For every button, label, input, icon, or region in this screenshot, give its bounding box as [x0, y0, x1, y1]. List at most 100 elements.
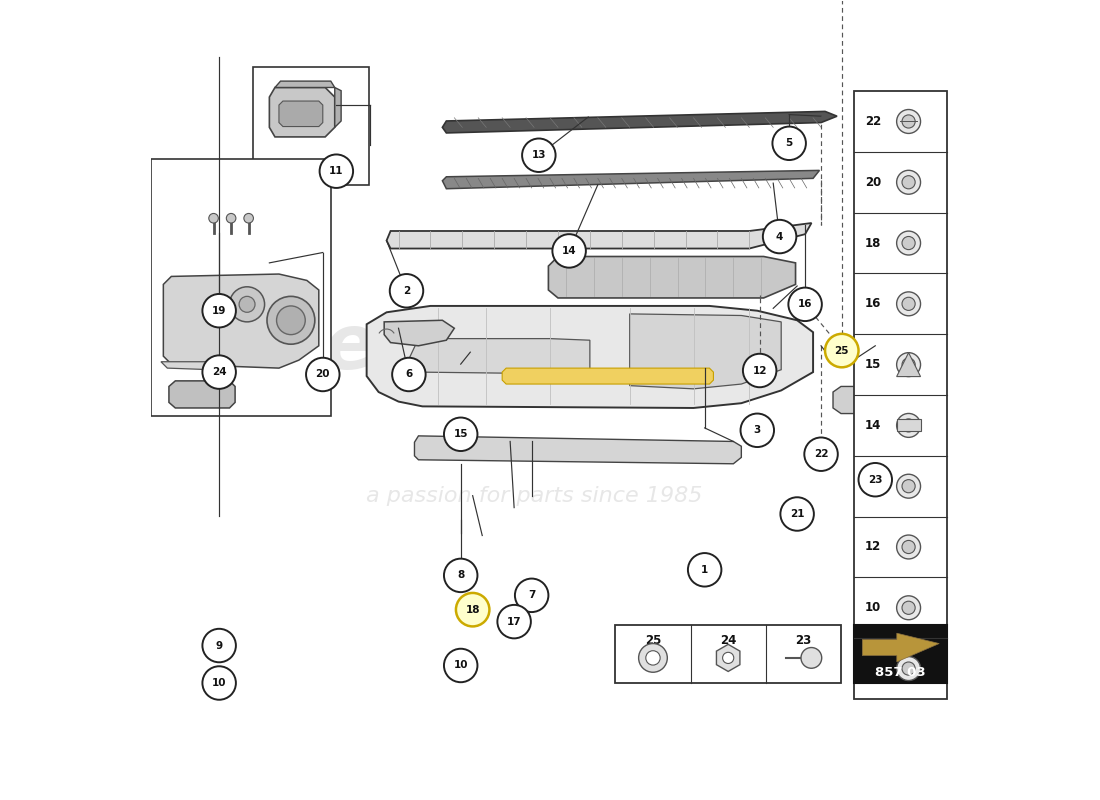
Circle shape — [902, 662, 915, 675]
Circle shape — [902, 480, 915, 493]
Circle shape — [392, 358, 426, 391]
Circle shape — [896, 535, 921, 559]
Polygon shape — [169, 381, 235, 408]
Circle shape — [455, 593, 490, 626]
Circle shape — [902, 237, 915, 250]
Polygon shape — [629, 314, 781, 389]
Circle shape — [244, 214, 253, 223]
Polygon shape — [862, 633, 939, 662]
Circle shape — [306, 358, 340, 391]
Text: 25: 25 — [835, 346, 849, 355]
FancyBboxPatch shape — [152, 159, 331, 416]
Polygon shape — [386, 223, 812, 249]
Circle shape — [202, 355, 235, 389]
Circle shape — [763, 220, 796, 254]
Polygon shape — [161, 362, 211, 370]
Polygon shape — [334, 87, 341, 127]
Text: 10: 10 — [865, 602, 881, 614]
Circle shape — [804, 438, 838, 471]
Text: 16: 16 — [865, 298, 881, 310]
Text: 12: 12 — [865, 541, 881, 554]
Text: 20: 20 — [865, 176, 881, 189]
Polygon shape — [407, 338, 590, 374]
Text: 8: 8 — [458, 570, 464, 580]
Polygon shape — [442, 170, 820, 189]
Text: 22: 22 — [814, 450, 828, 459]
Circle shape — [389, 274, 424, 307]
Text: 23: 23 — [795, 634, 812, 647]
Circle shape — [515, 578, 549, 612]
Circle shape — [444, 558, 477, 592]
Polygon shape — [366, 306, 813, 408]
Text: 3: 3 — [754, 426, 761, 435]
Circle shape — [522, 138, 556, 172]
Circle shape — [896, 170, 921, 194]
Text: 24: 24 — [720, 634, 736, 647]
Circle shape — [740, 414, 774, 447]
Text: 1: 1 — [701, 565, 708, 575]
Circle shape — [896, 231, 921, 255]
Circle shape — [896, 292, 921, 316]
Circle shape — [825, 334, 858, 367]
Circle shape — [227, 214, 235, 223]
Text: 20: 20 — [316, 370, 330, 379]
Text: 13: 13 — [531, 150, 546, 160]
Text: 2: 2 — [403, 286, 410, 296]
Polygon shape — [896, 353, 921, 377]
Circle shape — [202, 294, 235, 327]
Text: 7: 7 — [528, 590, 536, 600]
Circle shape — [902, 419, 915, 432]
Circle shape — [267, 296, 315, 344]
Circle shape — [276, 306, 306, 334]
Text: 19: 19 — [212, 306, 227, 316]
Polygon shape — [716, 644, 740, 671]
Text: 5: 5 — [785, 138, 793, 148]
Text: 18: 18 — [865, 237, 881, 250]
Circle shape — [902, 115, 915, 128]
Text: 13: 13 — [865, 480, 881, 493]
Circle shape — [320, 154, 353, 188]
Circle shape — [230, 286, 265, 322]
Polygon shape — [442, 111, 837, 133]
Text: 15: 15 — [865, 358, 881, 371]
Text: 16: 16 — [798, 299, 813, 310]
Circle shape — [896, 353, 921, 377]
Text: 14: 14 — [562, 246, 576, 256]
Circle shape — [858, 463, 892, 497]
Circle shape — [444, 418, 477, 451]
Circle shape — [902, 601, 915, 614]
Text: 15: 15 — [453, 430, 468, 439]
Polygon shape — [270, 87, 334, 137]
Circle shape — [780, 498, 814, 530]
Circle shape — [896, 110, 921, 134]
Text: 14: 14 — [865, 419, 881, 432]
Circle shape — [896, 474, 921, 498]
Circle shape — [902, 358, 915, 371]
FancyBboxPatch shape — [253, 66, 368, 185]
Circle shape — [789, 287, 822, 321]
Circle shape — [902, 541, 915, 554]
Text: 4: 4 — [776, 231, 783, 242]
Circle shape — [646, 650, 660, 665]
Circle shape — [202, 629, 235, 662]
Text: europarts: europarts — [323, 311, 745, 385]
Circle shape — [202, 666, 235, 700]
Polygon shape — [275, 81, 334, 87]
Polygon shape — [163, 274, 319, 368]
Circle shape — [209, 214, 219, 223]
Polygon shape — [384, 320, 454, 346]
Text: 18: 18 — [465, 605, 480, 614]
Circle shape — [639, 643, 668, 672]
Circle shape — [896, 596, 921, 620]
Circle shape — [444, 649, 477, 682]
FancyBboxPatch shape — [855, 625, 947, 683]
Text: 9: 9 — [216, 641, 222, 650]
Text: a passion for parts since 1985: a passion for parts since 1985 — [366, 486, 702, 506]
Circle shape — [902, 298, 915, 310]
Polygon shape — [195, 233, 270, 292]
Circle shape — [742, 354, 777, 387]
Text: 17: 17 — [507, 617, 521, 626]
Circle shape — [772, 126, 806, 160]
Polygon shape — [833, 386, 877, 414]
Circle shape — [801, 647, 822, 668]
